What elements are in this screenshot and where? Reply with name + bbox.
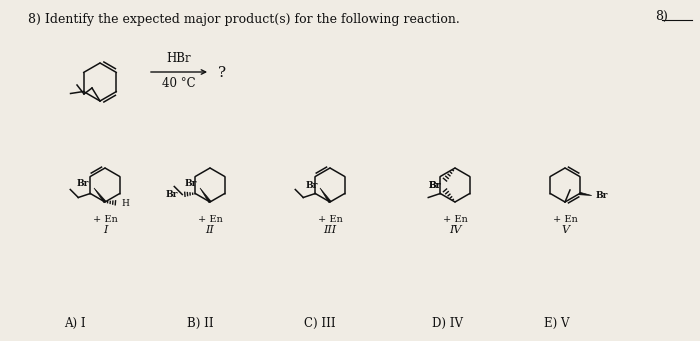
- Polygon shape: [580, 192, 592, 195]
- Text: + En: + En: [442, 215, 468, 224]
- Text: + En: + En: [552, 215, 578, 224]
- Polygon shape: [320, 188, 331, 203]
- Polygon shape: [94, 188, 106, 203]
- Text: Br: Br: [306, 180, 318, 190]
- Text: Br: Br: [596, 191, 608, 200]
- Text: Br: Br: [428, 180, 441, 190]
- Text: + En: + En: [197, 215, 223, 224]
- Text: E) V: E) V: [545, 317, 570, 330]
- Text: Br: Br: [166, 190, 179, 199]
- Text: III: III: [323, 225, 337, 235]
- Text: Br: Br: [76, 179, 89, 189]
- Text: B) II: B) II: [187, 317, 214, 330]
- Text: II: II: [206, 225, 214, 235]
- Polygon shape: [200, 188, 211, 203]
- Text: A) I: A) I: [64, 317, 86, 330]
- Text: HBr: HBr: [167, 52, 191, 65]
- Text: V: V: [561, 225, 569, 235]
- Text: Br: Br: [428, 181, 441, 191]
- Text: 40 °C: 40 °C: [162, 77, 196, 90]
- Text: + En: + En: [318, 215, 342, 224]
- Text: 8) Identify the expected major product(s) for the following reaction.: 8) Identify the expected major product(s…: [28, 13, 460, 26]
- Text: C) III: C) III: [304, 317, 336, 330]
- Text: Br: Br: [185, 179, 197, 189]
- Text: H: H: [121, 198, 129, 208]
- Text: 8): 8): [655, 10, 668, 23]
- Text: IV: IV: [449, 225, 461, 235]
- Text: ?: ?: [218, 66, 226, 80]
- Text: + En: + En: [92, 215, 118, 224]
- Text: I: I: [103, 225, 107, 235]
- Text: D) IV: D) IV: [433, 317, 463, 330]
